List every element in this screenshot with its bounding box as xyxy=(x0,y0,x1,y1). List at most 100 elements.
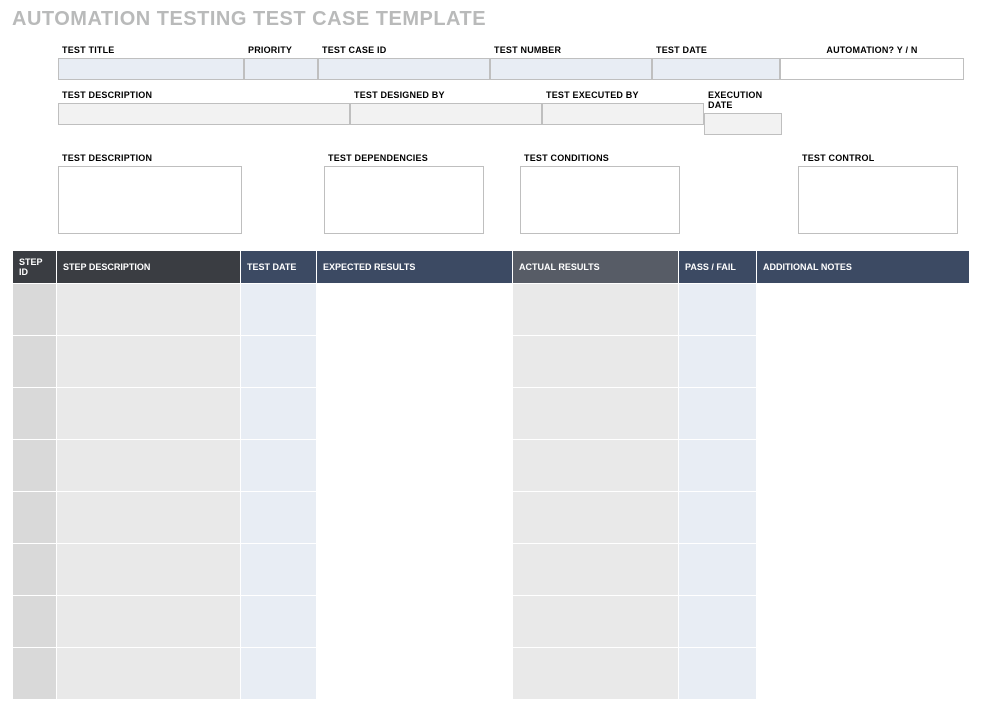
cell-test_date[interactable] xyxy=(241,648,317,700)
ta-box-test-description[interactable] xyxy=(58,166,242,234)
cell-test_date[interactable] xyxy=(241,492,317,544)
label-automation: AUTOMATION? Y / N xyxy=(780,41,964,58)
input-test-date[interactable] xyxy=(652,58,780,80)
cell-step_desc[interactable] xyxy=(57,284,241,336)
cell-step_id[interactable] xyxy=(13,336,57,388)
cell-step_desc[interactable] xyxy=(57,544,241,596)
cell-notes[interactable] xyxy=(757,440,970,492)
steps-body xyxy=(13,284,970,700)
input-test-case-id[interactable] xyxy=(318,58,490,80)
th-notes: ADDITIONAL NOTES xyxy=(757,251,970,284)
cell-step_desc[interactable] xyxy=(57,596,241,648)
cell-passfail[interactable] xyxy=(679,336,757,388)
cell-step_id[interactable] xyxy=(13,440,57,492)
label-test-designed-by: TEST DESIGNED BY xyxy=(350,86,542,103)
cell-expected[interactable] xyxy=(317,596,513,648)
cell-expected[interactable] xyxy=(317,648,513,700)
input-test-description-hdr[interactable] xyxy=(58,103,350,125)
field-test-designed-by: TEST DESIGNED BY xyxy=(350,86,542,135)
cell-notes[interactable] xyxy=(757,336,970,388)
table-row xyxy=(13,336,970,388)
cell-expected[interactable] xyxy=(317,544,513,596)
cell-step_id[interactable] xyxy=(13,596,57,648)
cell-expected[interactable] xyxy=(317,440,513,492)
table-row xyxy=(13,284,970,336)
field-test-date: TEST DATE xyxy=(652,41,780,80)
table-row xyxy=(13,596,970,648)
cell-passfail[interactable] xyxy=(679,544,757,596)
th-test-date: TEST DATE xyxy=(241,251,317,284)
input-automation[interactable] xyxy=(780,58,964,80)
steps-table: STEP ID STEP DESCRIPTION TEST DATE EXPEC… xyxy=(12,250,970,700)
cell-expected[interactable] xyxy=(317,388,513,440)
cell-passfail[interactable] xyxy=(679,648,757,700)
cell-passfail[interactable] xyxy=(679,596,757,648)
cell-actual[interactable] xyxy=(513,492,679,544)
label-test-description-hdr: TEST DESCRIPTION xyxy=(58,86,350,103)
cell-expected[interactable] xyxy=(317,336,513,388)
input-test-designed-by[interactable] xyxy=(350,103,542,125)
cell-actual[interactable] xyxy=(513,440,679,492)
cell-expected[interactable] xyxy=(317,492,513,544)
cell-actual[interactable] xyxy=(513,336,679,388)
cell-step_desc[interactable] xyxy=(57,648,241,700)
label-test-date: TEST DATE xyxy=(652,41,780,58)
cell-actual[interactable] xyxy=(513,648,679,700)
cell-step_id[interactable] xyxy=(13,284,57,336)
cell-passfail[interactable] xyxy=(679,284,757,336)
cell-test_date[interactable] xyxy=(241,440,317,492)
cell-notes[interactable] xyxy=(757,388,970,440)
label-test-executed-by: TEST EXECUTED BY xyxy=(542,86,704,103)
cell-test_date[interactable] xyxy=(241,544,317,596)
cell-notes[interactable] xyxy=(757,284,970,336)
field-execution-date: EXECUTION DATE xyxy=(704,86,782,135)
cell-test_date[interactable] xyxy=(241,284,317,336)
cell-notes[interactable] xyxy=(757,648,970,700)
ta-test-conditions: TEST CONDITIONS xyxy=(520,149,680,234)
table-row xyxy=(13,492,970,544)
ta-box-test-dependencies[interactable] xyxy=(324,166,484,234)
cell-actual[interactable] xyxy=(513,388,679,440)
table-row xyxy=(13,388,970,440)
cell-test_date[interactable] xyxy=(241,596,317,648)
ta-test-control: TEST CONTROL xyxy=(798,149,958,234)
input-test-title[interactable] xyxy=(58,58,244,80)
ta-test-description: TEST DESCRIPTION xyxy=(58,149,242,234)
cell-step_desc[interactable] xyxy=(57,336,241,388)
cell-step_id[interactable] xyxy=(13,544,57,596)
cell-step_id[interactable] xyxy=(13,388,57,440)
field-priority: PRIORITY xyxy=(244,41,318,80)
input-execution-date[interactable] xyxy=(704,113,782,135)
cell-notes[interactable] xyxy=(757,492,970,544)
cell-step_desc[interactable] xyxy=(57,440,241,492)
cell-notes[interactable] xyxy=(757,596,970,648)
cell-expected[interactable] xyxy=(317,284,513,336)
cell-actual[interactable] xyxy=(513,544,679,596)
cell-step_desc[interactable] xyxy=(57,492,241,544)
label-priority: PRIORITY xyxy=(244,41,318,58)
steps-header-row: STEP ID STEP DESCRIPTION TEST DATE EXPEC… xyxy=(13,251,970,284)
ta-label-test-conditions: TEST CONDITIONS xyxy=(520,149,680,166)
input-test-number[interactable] xyxy=(490,58,652,80)
cell-passfail[interactable] xyxy=(679,388,757,440)
cell-step_id[interactable] xyxy=(13,492,57,544)
cell-step_desc[interactable] xyxy=(57,388,241,440)
cell-notes[interactable] xyxy=(757,544,970,596)
input-test-executed-by[interactable] xyxy=(542,103,704,125)
ta-box-test-control[interactable] xyxy=(798,166,958,234)
cell-passfail[interactable] xyxy=(679,440,757,492)
cell-test_date[interactable] xyxy=(241,336,317,388)
th-expected: EXPECTED RESULTS xyxy=(317,251,513,284)
cell-test_date[interactable] xyxy=(241,388,317,440)
cell-passfail[interactable] xyxy=(679,492,757,544)
cell-step_id[interactable] xyxy=(13,648,57,700)
ta-box-test-conditions[interactable] xyxy=(520,166,680,234)
cell-actual[interactable] xyxy=(513,596,679,648)
field-test-executed-by: TEST EXECUTED BY xyxy=(542,86,704,135)
label-test-title: TEST TITLE xyxy=(58,41,244,58)
cell-actual[interactable] xyxy=(513,284,679,336)
field-test-number: TEST NUMBER xyxy=(490,41,652,80)
field-test-description-hdr: TEST DESCRIPTION xyxy=(58,86,350,135)
page-title: AUTOMATION TESTING TEST CASE TEMPLATE xyxy=(12,8,970,31)
input-priority[interactable] xyxy=(244,58,318,80)
